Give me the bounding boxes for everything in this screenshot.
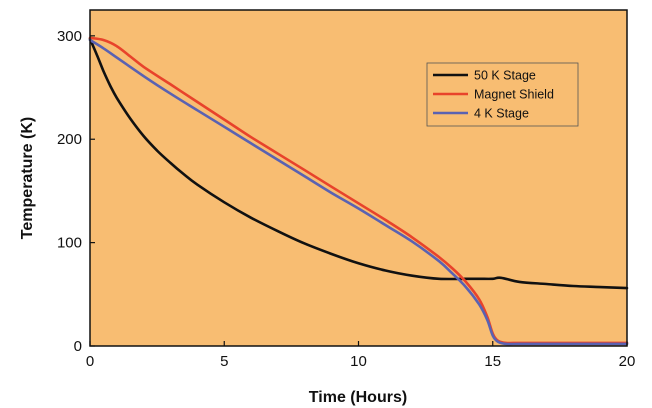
series-line-50-k-stage — [88, 37, 629, 290]
x-tick-label: 10 — [350, 353, 367, 370]
x-tick-label: 0 — [86, 353, 94, 370]
y-tick-label: 0 — [74, 338, 82, 355]
x-tick-label: 5 — [220, 353, 228, 370]
y-axis-title: Temperature (K) — [19, 117, 36, 239]
series-layer — [88, 36, 629, 346]
x-tick-label: 15 — [484, 353, 501, 370]
y-tick-label: 200 — [57, 131, 82, 148]
legend-label-50-k-stage: 50 K Stage — [474, 69, 536, 83]
legend-label-4-k-stage: 4 K Stage — [474, 107, 529, 121]
plot-area — [90, 10, 627, 346]
y-tick-label: 100 — [57, 235, 82, 252]
x-axis-title: Time (Hours) — [309, 389, 407, 406]
legend: 50 K Stage Magnet Shield 4 K Stage — [426, 62, 579, 127]
y-tick-label: 300 — [57, 28, 82, 45]
series-line-4-k-stage — [88, 38, 629, 346]
legend-label-magnet-shield: Magnet Shield — [474, 88, 554, 102]
x-tick-label: 20 — [619, 353, 636, 370]
